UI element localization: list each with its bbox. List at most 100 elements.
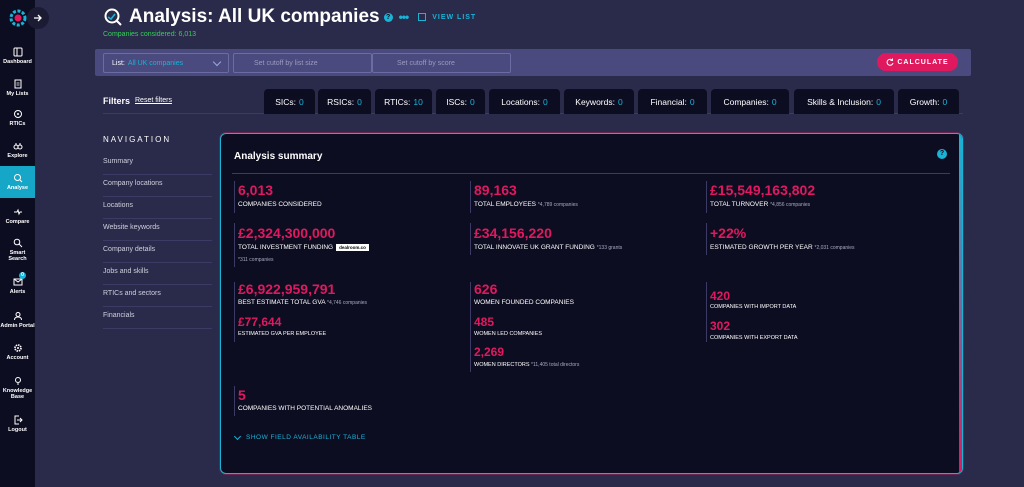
tab-label: Keywords: bbox=[575, 96, 615, 107]
compare-icon bbox=[13, 208, 22, 216]
stat-divider bbox=[234, 223, 235, 267]
analysis-icon bbox=[104, 8, 122, 26]
refresh-icon bbox=[887, 58, 894, 66]
sidebar-item-label: Alerts bbox=[9, 289, 26, 295]
list-settings-bar: List: All UK companies Set cutoff by lis… bbox=[95, 49, 971, 76]
sidebar-item-label: Logout bbox=[8, 427, 27, 433]
cutoff-score-input[interactable]: Set cutoff by score bbox=[372, 53, 511, 73]
tab-label: Companies: bbox=[723, 96, 769, 107]
nav-item-website-keywords[interactable]: Website keywords bbox=[103, 219, 212, 241]
stat-divider bbox=[706, 181, 707, 213]
women-led-value: 485 bbox=[474, 315, 495, 329]
calculate-label: CALCULATE bbox=[897, 58, 949, 66]
sidebar-item-smart-search[interactable]: Smart Search bbox=[0, 234, 35, 266]
list-value: All UK companies bbox=[127, 59, 184, 67]
nav-item-rtics-and-sectors[interactable]: RTICs and sectors bbox=[103, 285, 212, 307]
tab-companies[interactable]: Companies: 0 bbox=[711, 89, 789, 114]
list-prefix: List: bbox=[112, 59, 125, 67]
gear-logo-icon bbox=[9, 9, 26, 27]
stat-divider bbox=[234, 181, 235, 213]
calculate-button[interactable]: CALCULATE bbox=[877, 53, 958, 71]
sidebar-item-label: Smart Search bbox=[8, 250, 27, 262]
tab-label: ISCs: bbox=[446, 96, 468, 107]
list-view-icon bbox=[418, 13, 427, 21]
tab-count: 0 bbox=[617, 96, 623, 107]
sidebar-item-label: RTICs bbox=[9, 121, 26, 127]
arrow-right-icon bbox=[34, 14, 42, 22]
sidebar-item-label: Analyse bbox=[6, 185, 29, 191]
nav-item-jobs-and-skills[interactable]: Jobs and skills bbox=[103, 263, 212, 285]
tab-locations[interactable]: Locations: 0 bbox=[489, 89, 560, 114]
sidebar-item-my-lists[interactable]: My Lists bbox=[0, 72, 35, 104]
tab-label: SICs: bbox=[275, 96, 297, 107]
tab-iscs[interactable]: ISCs: 0 bbox=[436, 89, 485, 114]
tab-financial[interactable]: Financial: 0 bbox=[638, 89, 707, 114]
total-employees-label: TOTAL EMPLOYEES *4,789 companies bbox=[474, 201, 578, 208]
page-title: Analysis: All UK companies bbox=[129, 6, 380, 27]
tab-count: 0 bbox=[876, 96, 881, 107]
sidebar-item-label: Explore bbox=[7, 153, 28, 159]
sidebar-item-admin-portal[interactable]: Admin Portal bbox=[0, 304, 35, 336]
women-founded-value: 626 bbox=[474, 281, 498, 297]
women-directors-value: 2,269 bbox=[474, 345, 505, 359]
navigation-title: NAVIGATION bbox=[103, 135, 172, 144]
sidebar-item-label: Dashboard bbox=[3, 59, 32, 65]
stat-divider bbox=[706, 282, 707, 342]
tab-rsics[interactable]: RSICs: 0 bbox=[318, 89, 371, 114]
tab-skills-inclusion[interactable]: Skills & Inclusion: 0 bbox=[794, 89, 894, 114]
sidebar-item-dashboard[interactable]: Dashboard bbox=[0, 40, 35, 72]
app-logo[interactable] bbox=[0, 0, 35, 36]
tab-rtics[interactable]: RTICs: 10 bbox=[375, 89, 432, 114]
stat-divider bbox=[470, 282, 471, 372]
innovate-grant-label: TOTAL INNOVATE UK GRANT FUNDING *133 gra… bbox=[474, 244, 623, 251]
sidebar-item-logout[interactable]: Logout bbox=[0, 408, 35, 440]
stat-divider bbox=[470, 223, 471, 255]
tab-keywords[interactable]: Keywords: 0 bbox=[564, 89, 634, 114]
help-icon[interactable]: ? bbox=[383, 12, 393, 22]
tab-sics[interactable]: SICs: 0 bbox=[264, 89, 315, 114]
nav-item-company-locations[interactable]: Company locations bbox=[103, 175, 212, 197]
nav-item-financials[interactable]: Financials bbox=[103, 307, 212, 329]
dashboard-icon bbox=[13, 47, 22, 57]
sidebar-item-alerts[interactable]: 0 Alerts bbox=[0, 270, 35, 302]
sidebar-item-analyse[interactable]: Analyse bbox=[0, 166, 35, 198]
list-select[interactable]: List: All UK companies bbox=[103, 53, 229, 73]
view-list-button[interactable]: VIEW LIST bbox=[418, 13, 476, 21]
stat-divider bbox=[706, 223, 707, 255]
sidebar-item-explore[interactable]: Explore bbox=[0, 134, 35, 166]
nav-item-locations[interactable]: Locations bbox=[103, 197, 212, 219]
export-value: 302 bbox=[710, 319, 731, 333]
tab-count: 0 bbox=[470, 96, 475, 107]
show-field-availability-toggle[interactable]: SHOW FIELD AVAILABILITY TABLE bbox=[233, 432, 366, 441]
sidebar-item-rtics[interactable]: RTICs bbox=[0, 102, 35, 134]
growth-label: ESTIMATED GROWTH PER YEAR *2,031 compani… bbox=[710, 244, 855, 251]
cutoff-list-size-placeholder: Set cutoff by list size bbox=[254, 59, 318, 67]
tab-count: 0 bbox=[543, 96, 548, 107]
sidebar-item-label: Knowledge Base bbox=[2, 388, 33, 400]
tab-count: 0 bbox=[771, 96, 777, 107]
stat-divider bbox=[234, 282, 235, 342]
more-options-button[interactable]: ••• bbox=[398, 10, 410, 24]
nav-item-summary[interactable]: Summary bbox=[103, 153, 212, 175]
admin-icon bbox=[13, 312, 22, 321]
cutoff-score-placeholder: Set cutoff by score bbox=[397, 59, 455, 67]
companies-considered: Companies considered: 6,013 bbox=[103, 31, 197, 38]
sidebar-item-compare[interactable]: Compare bbox=[0, 200, 35, 232]
companies-considered-label: COMPANIES CONSIDERED bbox=[238, 201, 322, 208]
cutoff-list-size-input[interactable]: Set cutoff by list size bbox=[233, 53, 372, 73]
sidebar-item-label: Admin Portal bbox=[0, 323, 35, 329]
sidebar-item-label: Compare bbox=[5, 219, 30, 225]
investment-funding-label: TOTAL INVESTMENT FUNDING dealroom.co bbox=[238, 244, 369, 251]
sidebar-item-account[interactable]: Account bbox=[0, 336, 35, 368]
gear-icon bbox=[13, 344, 22, 352]
reset-filters-link[interactable]: Reset filters bbox=[135, 97, 172, 104]
tab-growth[interactable]: Growth: 0 bbox=[898, 89, 959, 114]
tab-label: Growth: bbox=[909, 96, 940, 107]
search-icon bbox=[13, 238, 22, 248]
tab-count: 0 bbox=[299, 96, 304, 107]
nav-item-company-details[interactable]: Company details bbox=[103, 241, 212, 263]
expand-sidebar-button[interactable] bbox=[27, 7, 49, 29]
sidebar-item-knowledge-base[interactable]: Knowledge Base bbox=[0, 372, 35, 404]
gva-per-employee-label: ESTIMATED GVA PER EMPLOYEE bbox=[238, 331, 327, 337]
help-icon[interactable]: ? bbox=[937, 149, 947, 159]
